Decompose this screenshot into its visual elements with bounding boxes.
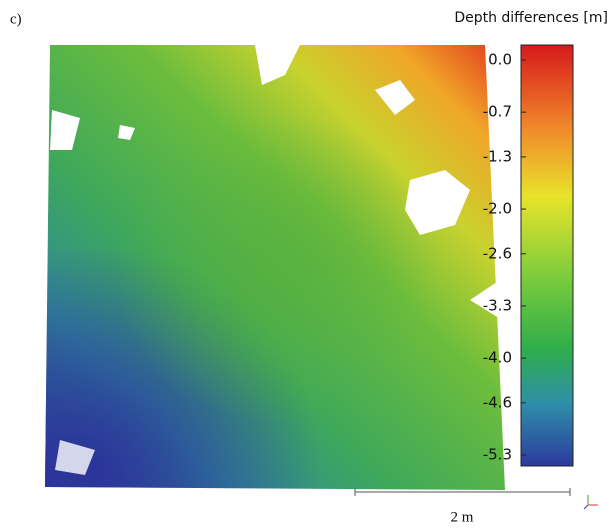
tick-label: -3.3 (483, 296, 512, 314)
panel-label: c) (10, 11, 22, 27)
tick-label: -4.0 (483, 349, 512, 367)
tick-label: -4.6 (483, 393, 512, 411)
point-cloud (45, 45, 505, 490)
colorbar-title: Depth differences [m] (454, 10, 608, 26)
tick-label: -1.3 (483, 147, 512, 165)
tick-label: -0.7 (483, 103, 512, 121)
tick-label: 0.0 (488, 51, 512, 69)
tick-label: -5.3 (483, 446, 512, 464)
tick-label: -2.6 (483, 244, 512, 262)
colorbar (520, 44, 574, 467)
scale-bar-label: 2 m (451, 509, 474, 525)
axis-icon (583, 495, 598, 510)
tick-label: -2.0 (483, 200, 512, 218)
